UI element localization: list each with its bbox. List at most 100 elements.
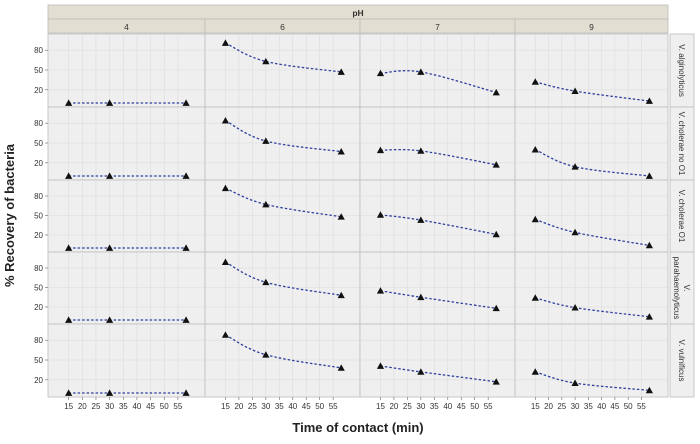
data-point: [376, 69, 385, 77]
y-tick-label: 20: [34, 231, 43, 240]
data-point: [262, 57, 270, 65]
species-label: V. alginolyticus: [677, 44, 686, 97]
y-tick-label: 80: [34, 336, 43, 345]
y-tick-label: 80: [34, 264, 43, 273]
x-tick-label: 55: [329, 402, 338, 411]
species-label-line: V.: [682, 285, 691, 292]
data-point: [221, 258, 230, 266]
data-point: [337, 291, 345, 299]
panel-background: [47, 33, 206, 108]
x-tick-label: 35: [275, 402, 284, 411]
x-tick-label: 45: [457, 402, 466, 411]
ph-level-label: 6: [280, 22, 285, 32]
species-strip: [669, 323, 695, 398]
species-label-line: V. cholerae O1: [677, 190, 686, 243]
data-point: [571, 163, 579, 170]
x-tick-label: 35: [119, 402, 128, 411]
data-point: [417, 68, 425, 75]
data-point: [645, 386, 653, 394]
y-tick-label: 80: [34, 46, 43, 55]
x-tick-label: 25: [403, 402, 412, 411]
data-point: [417, 216, 425, 223]
data-point: [531, 294, 539, 301]
data-point: [571, 228, 579, 236]
data-point: [531, 78, 539, 85]
x-tick-label: 25: [557, 402, 566, 411]
x-tick-label: 40: [597, 402, 606, 411]
y-tick-label: 50: [34, 284, 43, 293]
x-tick-label: 55: [484, 402, 493, 411]
x-tick-label: 20: [234, 402, 243, 411]
y-tick-label: 80: [34, 119, 43, 128]
series-line: [225, 42, 342, 73]
panel-background: [204, 251, 361, 325]
data-point: [492, 161, 500, 168]
x-tick-label: 45: [146, 402, 155, 411]
y-tick-label: 50: [34, 356, 43, 365]
ph-level-label: 7: [435, 22, 440, 32]
data-point: [376, 211, 385, 218]
data-point: [65, 244, 73, 251]
data-point: [262, 137, 270, 144]
data-point: [376, 146, 385, 154]
x-tick-label: 25: [248, 402, 257, 411]
data-point: [106, 244, 114, 251]
panel-background: [514, 33, 669, 108]
species-label: V. cholerae no O1: [677, 112, 686, 176]
data-point: [417, 293, 425, 301]
data-point: [221, 184, 230, 192]
x-tick-label: 45: [610, 402, 619, 411]
ph-header-label: pH: [352, 8, 363, 18]
panel-background: [514, 323, 669, 398]
data-point: [337, 147, 345, 155]
data-point: [106, 99, 114, 106]
data-point: [417, 368, 425, 375]
x-tick-label: 15: [64, 402, 73, 411]
ph-level-strip: [514, 18, 669, 34]
data-point: [106, 172, 114, 179]
y-tick-label: 50: [34, 66, 43, 75]
data-point: [571, 87, 579, 94]
data-point: [337, 68, 345, 75]
data-point: [531, 368, 539, 375]
panel-background: [359, 106, 516, 181]
data-point: [571, 379, 579, 386]
data-point: [65, 99, 73, 106]
data-point: [417, 147, 425, 154]
data-point: [337, 213, 345, 220]
panel-background: [514, 106, 669, 181]
species-label: V. vulnificus: [677, 340, 686, 382]
ph-level-label: 9: [589, 22, 594, 32]
x-tick-label: 40: [132, 402, 141, 411]
x-tick-label: 25: [92, 402, 101, 411]
species-label: V. cholerae O1: [677, 190, 686, 243]
x-tick-label: 50: [470, 402, 479, 411]
data-point: [645, 172, 653, 179]
panel-background: [514, 179, 669, 253]
data-point: [492, 230, 500, 238]
panel-background: [359, 33, 516, 108]
data-point: [337, 364, 345, 371]
data-point: [262, 200, 270, 208]
x-tick-label: 40: [443, 402, 452, 411]
panel-background: [204, 323, 361, 398]
species-label-line: parahaemolyticus: [672, 257, 681, 320]
panel-background: [359, 323, 516, 398]
series-line: [535, 149, 650, 177]
data-point: [376, 362, 385, 369]
data-point: [492, 378, 500, 385]
species-label-line: V. alginolyticus: [677, 44, 686, 97]
x-tick-label: 55: [173, 402, 182, 411]
panel-background: [514, 251, 669, 325]
panel-background: [47, 106, 206, 181]
data-point: [492, 304, 500, 312]
y-tick-label: 50: [34, 139, 43, 148]
data-point: [65, 389, 73, 396]
data-point: [182, 99, 190, 106]
x-tick-label: 20: [544, 402, 553, 411]
data-point: [221, 116, 230, 124]
data-point: [645, 97, 653, 104]
x-axis-title: Time of contact (min): [292, 420, 423, 435]
